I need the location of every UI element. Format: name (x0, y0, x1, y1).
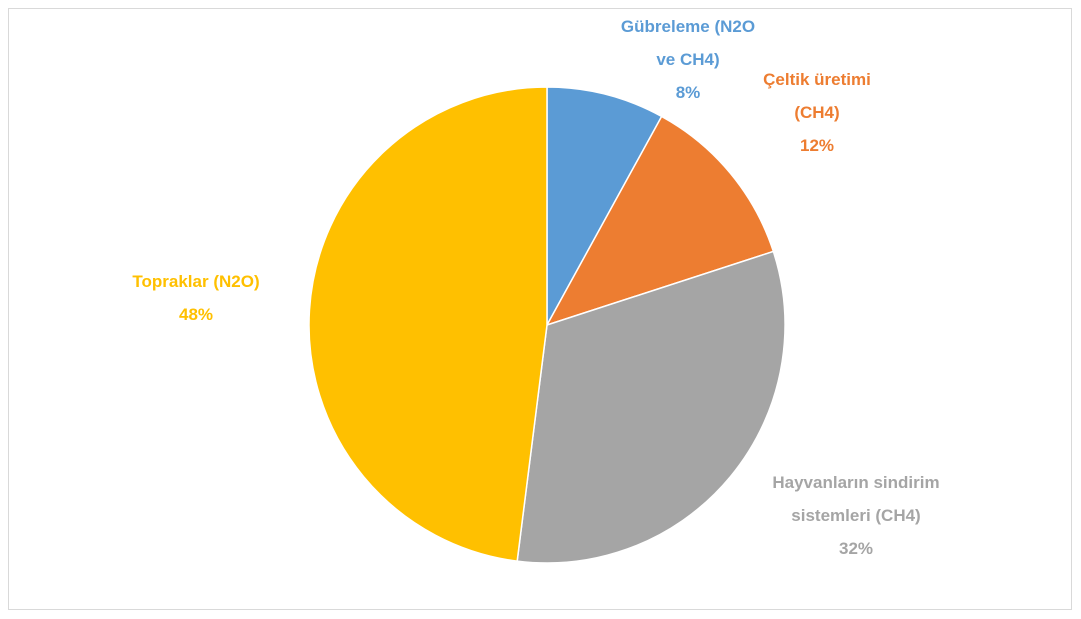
data-label: Topraklar (N2O) 48% (96, 265, 296, 331)
value-label: 48% (178, 305, 214, 324)
data-label: Çeltik üretimi (CH4) 12% (752, 63, 882, 162)
data-label: Hayvanların sindirim sistemleri (CH4) 32% (766, 466, 946, 565)
category-label: Topraklar (N2O) (132, 272, 260, 291)
category-label: Hayvanların sindirim sistemleri (CH4) (772, 473, 940, 525)
value-label: 12% (799, 136, 835, 155)
pie-slice (546, 86, 663, 326)
value-label: 32% (838, 539, 874, 558)
value-label: 8% (675, 83, 701, 102)
pie-slice (308, 86, 548, 562)
data-label: Gübreleme (N2O ve CH4) 8% (613, 10, 763, 109)
category-label: Çeltik üretimi (CH4) (763, 70, 871, 122)
chart-frame (8, 8, 1072, 610)
pie-slice (516, 250, 786, 564)
category-label: Gübreleme (N2O ve CH4) (620, 17, 756, 69)
pie-slice (545, 115, 775, 327)
